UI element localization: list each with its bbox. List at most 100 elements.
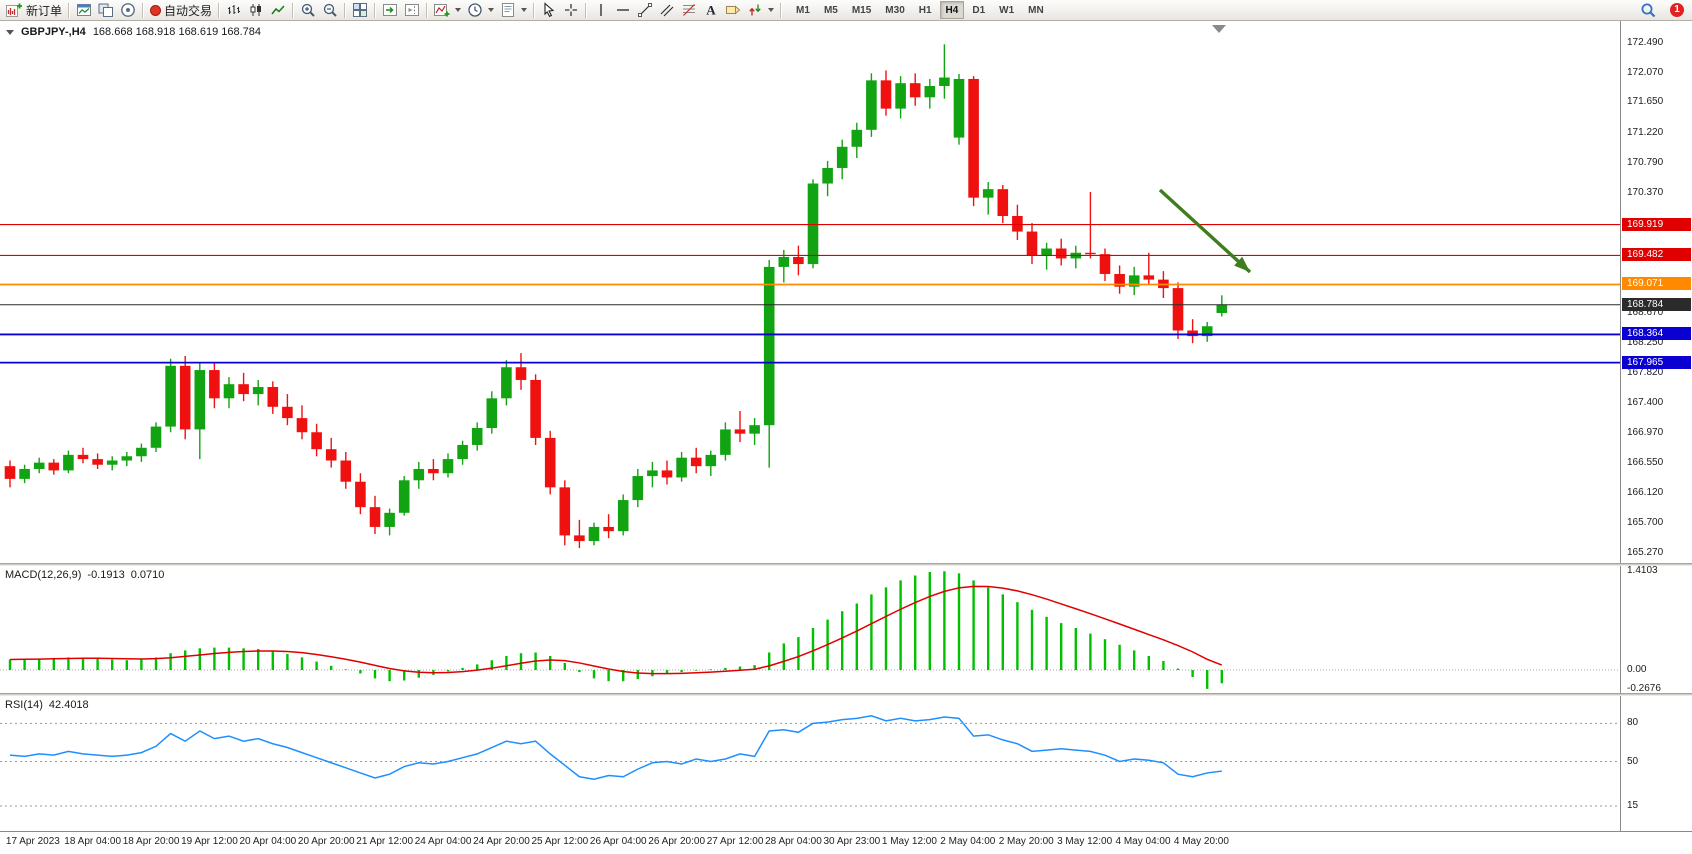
fibonacci-button[interactable] <box>678 1 700 20</box>
toolbar-right-group: 1 <box>1637 1 1692 20</box>
candle-body <box>19 468 30 479</box>
label-button[interactable] <box>722 1 744 20</box>
zoom-in-button[interactable] <box>297 1 319 20</box>
text-button[interactable]: A <box>700 1 722 20</box>
search-button[interactable] <box>1637 1 1660 20</box>
candle-body <box>48 462 60 471</box>
vertical-line-button[interactable] <box>590 1 612 20</box>
bar-chart-button[interactable] <box>223 1 245 20</box>
candle-body <box>588 526 600 542</box>
timeframe-d1-button[interactable]: D1 <box>966 1 991 19</box>
timeframe-w1-button[interactable]: W1 <box>993 1 1020 19</box>
candle-body <box>836 146 848 168</box>
toolbar-separator <box>426 2 429 18</box>
timeframe-m15-button[interactable]: M15 <box>846 1 877 19</box>
candle-body <box>121 456 133 461</box>
line-chart-button[interactable] <box>267 1 289 20</box>
candle-body <box>968 78 979 198</box>
arrows-button[interactable] <box>744 1 777 20</box>
date-label: 1 May 12:00 <box>881 836 937 847</box>
candle-chart-button[interactable] <box>245 1 267 20</box>
new-chart-button[interactable] <box>73 1 95 20</box>
price-chart-canvas[interactable] <box>0 21 1620 563</box>
date-label: 20 Apr 20:00 <box>297 836 355 847</box>
candle-body <box>106 460 118 465</box>
macd-value-signal: 0.0710 <box>130 569 165 581</box>
templates-button[interactable] <box>497 1 530 20</box>
macd-axis-label: 1.4103 <box>1627 565 1658 577</box>
crosshair-button[interactable] <box>560 1 582 20</box>
candle-body <box>501 367 512 399</box>
timeframe-m5-button[interactable]: M5 <box>818 1 844 19</box>
chevron-down-icon <box>768 8 775 12</box>
candle-body <box>763 266 775 426</box>
panel-separator[interactable] <box>0 563 1692 566</box>
timeframe-h1-button[interactable]: H1 <box>913 1 938 19</box>
candle-body <box>1026 231 1038 256</box>
zoom-out-icon <box>323 3 337 17</box>
tile-windows-icon <box>353 3 368 17</box>
date-label: 3 May 12:00 <box>1057 836 1113 847</box>
periods-button[interactable] <box>464 1 497 20</box>
macd-signal-line <box>9 585 1223 675</box>
y-axis-label: 170.370 <box>1627 186 1664 198</box>
horizontal-line-button[interactable] <box>612 1 634 20</box>
y-axis-label: 166.120 <box>1627 487 1664 498</box>
cursor-button[interactable] <box>538 1 560 20</box>
candle-body <box>1128 275 1140 287</box>
auto-trading-button[interactable]: 自动交易 <box>147 1 215 20</box>
profiles-button[interactable] <box>95 1 117 20</box>
timeframe-m1-button[interactable]: M1 <box>790 1 816 19</box>
toolbar-separator <box>292 2 295 18</box>
timeframe-h4-button[interactable]: H4 <box>939 1 965 19</box>
toolbar-separator <box>142 2 145 18</box>
candle-body <box>997 189 1009 217</box>
zoom-in-icon <box>301 3 315 17</box>
rsi-canvas[interactable] <box>0 696 1620 831</box>
candle-body <box>1187 330 1198 337</box>
chart-symbol-period: GBPJPY-,H4 <box>21 26 86 38</box>
trendline-button[interactable] <box>634 1 656 20</box>
candle-body <box>457 444 468 460</box>
new-order-button[interactable]: 新订单 <box>3 1 65 20</box>
zoom-out-button[interactable] <box>319 1 341 20</box>
date-label: 28 Apr 04:00 <box>765 836 822 847</box>
toolbar-separator <box>218 2 221 18</box>
chart-shift-marker[interactable] <box>1212 25 1226 33</box>
market-watch-button[interactable] <box>117 1 139 20</box>
candle-body <box>793 257 804 265</box>
rsi-line <box>9 715 1222 781</box>
profiles-icon <box>98 3 114 17</box>
panel-separator[interactable] <box>0 693 1692 696</box>
price-line-label: 169.071 <box>1622 277 1691 291</box>
search-icon <box>1641 3 1656 17</box>
new-order-icon <box>6 3 22 17</box>
trend-arrow-object[interactable] <box>1158 188 1252 274</box>
date-label: 26 Apr 04:00 <box>589 836 647 847</box>
new-order-label: 新订单 <box>26 3 63 18</box>
horizontal-line-icon <box>617 9 630 11</box>
notification-badge[interactable]: 1 <box>1670 3 1684 17</box>
macd-canvas[interactable] <box>0 566 1620 693</box>
time-axis[interactable]: 17 Apr 2023 18 Apr 04:00 18 Apr 20:00 19 Ap… <box>0 832 1692 854</box>
date-label: 27 Apr 12:00 <box>706 836 764 847</box>
candle-body <box>1085 252 1096 255</box>
candle-body <box>223 384 235 399</box>
chart-dropdown-icon[interactable] <box>6 29 14 35</box>
timeframe-m30-button[interactable]: M30 <box>879 1 910 19</box>
indicators-button[interactable] <box>431 1 464 20</box>
chart-shift-button[interactable] <box>401 1 423 20</box>
candle-body <box>413 468 425 481</box>
channel-button[interactable] <box>656 1 678 20</box>
chevron-down-icon <box>521 8 528 12</box>
rsi-value: 42.4018 <box>48 699 89 711</box>
cursor-icon <box>544 2 555 18</box>
date-label: 17 Apr 2023 <box>5 836 60 847</box>
timeframe-mn-button[interactable]: MN <box>1022 1 1050 19</box>
auto-scroll-button[interactable] <box>379 1 401 20</box>
tile-windows-button[interactable] <box>349 1 371 20</box>
market-watch-icon <box>121 3 135 17</box>
candle-body <box>311 432 322 450</box>
price-axis[interactable]: 172.490 172.070 171.650 171.220 170.790 170.3… <box>1620 21 1692 831</box>
candle-body <box>355 481 366 508</box>
